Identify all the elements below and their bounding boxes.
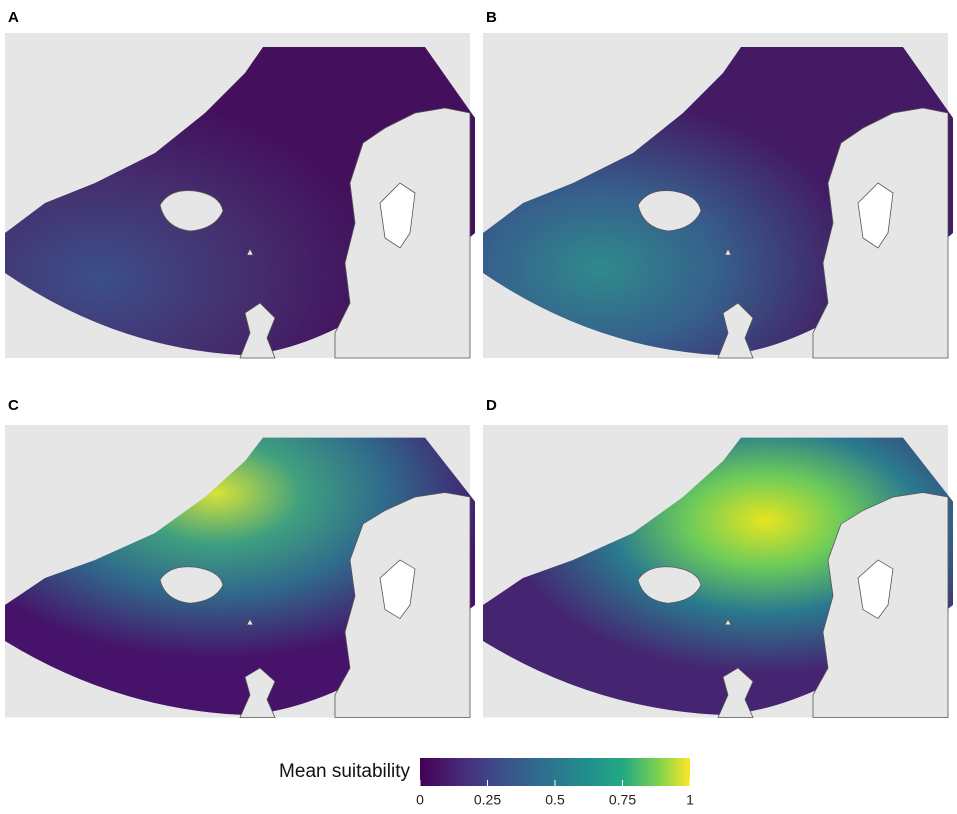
panel-label: D <box>486 397 497 414</box>
map-panel <box>483 33 953 359</box>
panels <box>5 33 953 718</box>
colorbar-tick-label: 0.5 <box>545 792 565 808</box>
map-panel <box>5 425 475 718</box>
panel-label: A <box>8 9 19 26</box>
map-panel <box>5 33 475 359</box>
colorbar-tick-label: 1 <box>686 792 694 808</box>
panel-label: B <box>486 9 497 26</box>
panel-label: C <box>8 397 19 414</box>
legend-title: Mean suitability <box>279 761 410 782</box>
colorbar-tick-label: 0 <box>416 792 424 808</box>
colorbar-tick-label: 0.25 <box>474 792 501 808</box>
map-panel <box>483 425 953 718</box>
colorbar-tick-label: 0.75 <box>609 792 636 808</box>
